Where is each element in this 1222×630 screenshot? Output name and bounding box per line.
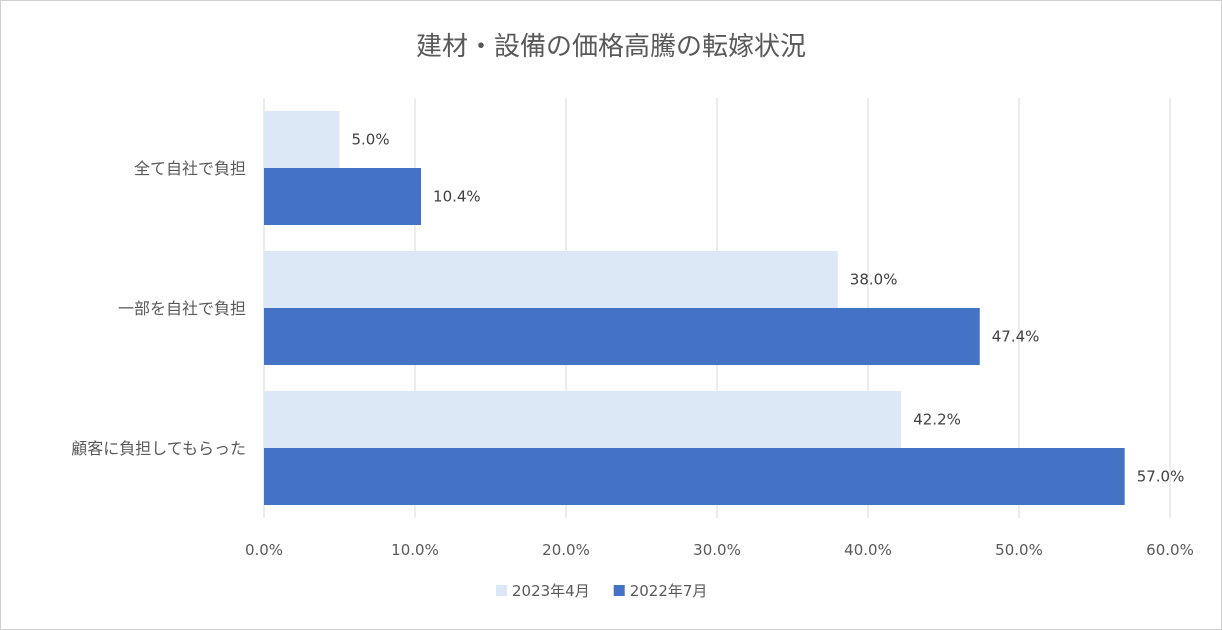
legend-swatch xyxy=(496,585,507,596)
x-tick-label: 20.0% xyxy=(542,541,590,559)
x-tick-label: 50.0% xyxy=(995,541,1043,559)
legend-swatch xyxy=(613,585,625,596)
bar xyxy=(264,391,902,448)
bar xyxy=(264,448,1125,505)
x-tick-label: 0.0% xyxy=(245,541,283,559)
legend-label: 2022年7月 xyxy=(630,582,708,600)
bar-value-label: 10.4% xyxy=(433,188,481,206)
bars xyxy=(264,111,1125,505)
x-tick-labels: 0.0% 10.0% 20.0% 30.0% 40.0% 50.0% 60.0% xyxy=(245,541,1194,559)
bar-value-label: 38.0% xyxy=(850,271,898,289)
bar xyxy=(264,251,838,308)
bar xyxy=(264,168,422,225)
bar xyxy=(264,111,340,168)
bar-value-label: 57.0% xyxy=(1137,468,1185,486)
x-tick-label: 60.0% xyxy=(1146,541,1194,559)
x-tick-label: 10.0% xyxy=(391,541,439,559)
bar-value-label: 47.4% xyxy=(992,328,1040,346)
category-label: 一部を自社で負担 xyxy=(118,299,246,318)
category-label: 顧客に負担してもらった xyxy=(71,439,246,458)
x-tick-label: 30.0% xyxy=(693,541,741,559)
data-labels: 5.0% 10.4% 38.0% 47.4% 42.2% 57.0% xyxy=(352,131,1185,486)
bar-value-label: 5.0% xyxy=(352,131,390,149)
legend: 2023年4月 2022年7月 xyxy=(496,582,707,600)
category-label: 全て自社で負担 xyxy=(134,159,246,178)
chart-title: 建材・設備の価格高騰の転嫁状況 xyxy=(416,32,806,62)
x-tick-label: 40.0% xyxy=(844,541,892,559)
legend-label: 2023年4月 xyxy=(512,582,590,600)
bar-value-label: 42.2% xyxy=(913,411,961,429)
bar xyxy=(264,308,980,365)
